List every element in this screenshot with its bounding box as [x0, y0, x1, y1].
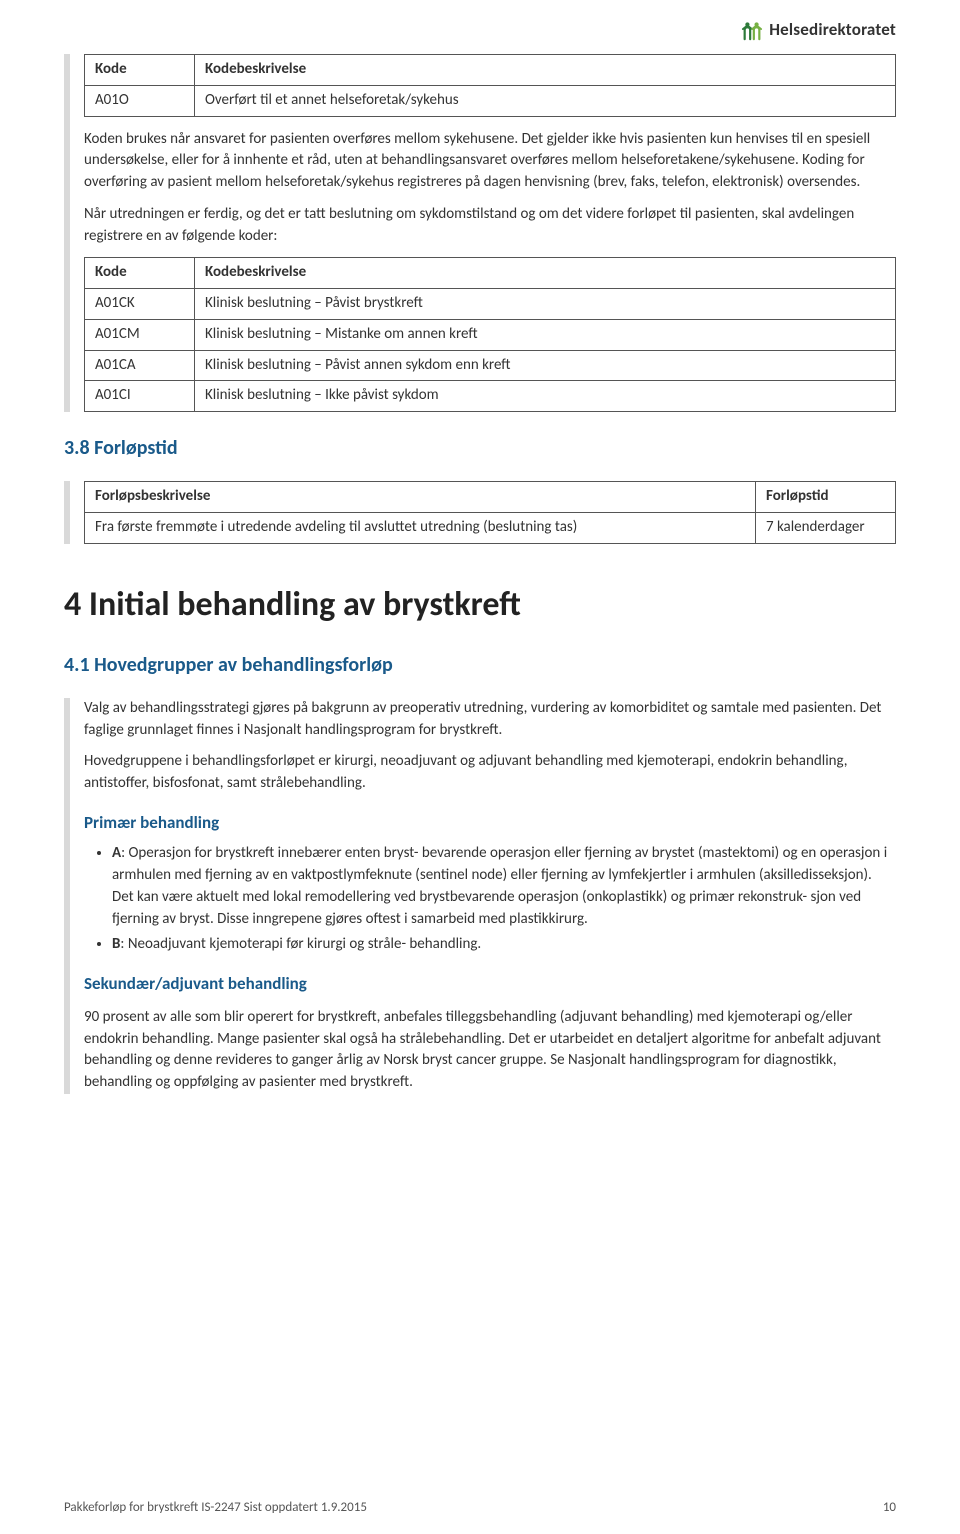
cell-desc: Klinisk beslutning – Ikke påvist sykdom: [195, 381, 896, 412]
cell-code: A01O: [85, 85, 195, 116]
chapter-heading-4: 4 Initial behandling av brystkreft: [64, 580, 896, 629]
table-row: Fra første fremmøte i utredende avdeling…: [85, 512, 896, 543]
paragraph: Valg av behandlingsstrategi gjøres på ba…: [84, 698, 896, 742]
bullet-text: : Neoadjuvant kjemoterapi før kirurgi og…: [120, 935, 481, 953]
cell-code: A01CK: [85, 289, 195, 320]
block-4-1: Valg av behandlingsstrategi gjøres på ba…: [64, 698, 896, 1094]
footer-page-number: 10: [883, 1499, 896, 1518]
cell-desc: Klinisk beslutning – Mistanke om annen k…: [195, 319, 896, 350]
col-header: Kode: [85, 258, 195, 289]
page-footer: Pakkeforløp for brystkreft IS-2247 Sist …: [64, 1499, 896, 1518]
col-header: Kodebeskrivelse: [195, 258, 896, 289]
list-item: B: Neoadjuvant kjemoterapi før kirurgi o…: [112, 934, 896, 956]
table-forlopstid: Forløpsbeskrivelse Forløpstid Fra første…: [84, 481, 896, 544]
block-forlopstid: Forløpsbeskrivelse Forløpstid Fra første…: [64, 481, 896, 544]
table-row: Kode Kodebeskrivelse: [85, 258, 896, 289]
cell-code: A01CI: [85, 381, 195, 412]
table-row: A01CA Klinisk beslutning – Påvist annen …: [85, 350, 896, 381]
section-heading-3-8: 3.8 Forløpstid: [64, 434, 896, 463]
table-row: A01CI Klinisk beslutning – Ikke påvist s…: [85, 381, 896, 412]
paragraph: Hovedgruppene i behandlingsforløpet er k…: [84, 751, 896, 795]
col-header: Forløpstid: [756, 482, 896, 513]
col-header: Forløpsbeskrivelse: [85, 482, 756, 513]
cell-desc: Overført til et annet helseforetak/sykeh…: [195, 85, 896, 116]
cell-desc: Klinisk beslutning – Påvist brystkreft: [195, 289, 896, 320]
paragraph: Når utredningen er ferdig, og det er tat…: [84, 204, 896, 248]
table-beslutning: Kode Kodebeskrivelse A01CK Klinisk beslu…: [84, 257, 896, 412]
bullet-list-primary: A: Operasjon for brystkreft innebærer en…: [84, 843, 896, 956]
table-overfort: Kode Kodebeskrivelse A01O Overført til e…: [84, 54, 896, 117]
table-row: A01O Overført til et annet helseforetak/…: [85, 85, 896, 116]
cell-desc: Klinisk beslutning – Påvist annen sykdom…: [195, 350, 896, 381]
sub-heading-primary: Primær behandling: [84, 811, 896, 836]
brand-name: Helsedirektoratet: [769, 18, 896, 43]
cell-tid: 7 kalenderdager: [756, 512, 896, 543]
cell-desc: Fra første fremmøte i utredende avdeling…: [85, 512, 756, 543]
helsedirektoratet-icon: [741, 19, 763, 41]
table-row: A01CM Klinisk beslutning – Mistanke om a…: [85, 319, 896, 350]
cell-code: A01CM: [85, 319, 195, 350]
col-header: Kodebeskrivelse: [195, 55, 896, 86]
table-row: Kode Kodebeskrivelse: [85, 55, 896, 86]
bullet-lead: A: [112, 844, 121, 862]
brand-logo: Helsedirektoratet: [741, 18, 896, 43]
block-codes-1: Kode Kodebeskrivelse A01O Overført til e…: [64, 54, 896, 412]
list-item: A: Operasjon for brystkreft innebærer en…: [112, 843, 896, 930]
paragraph: 90 prosent av alle som blir operert for …: [84, 1007, 896, 1094]
sub-heading-secondary: Sekundær/adjuvant behandling: [84, 972, 896, 997]
table-row: Forløpsbeskrivelse Forløpstid: [85, 482, 896, 513]
footer-left: Pakkeforløp for brystkreft IS-2247 Sist …: [64, 1499, 367, 1518]
col-header: Kode: [85, 55, 195, 86]
section-heading-4-1: 4.1 Hovedgrupper av behandlingsforløp: [64, 651, 896, 680]
paragraph: Koden brukes når ansvaret for pasienten …: [84, 129, 896, 194]
table-row: A01CK Klinisk beslutning – Påvist brystk…: [85, 289, 896, 320]
bullet-text: : Operasjon for brystkreft innebærer ent…: [112, 844, 887, 927]
cell-code: A01CA: [85, 350, 195, 381]
